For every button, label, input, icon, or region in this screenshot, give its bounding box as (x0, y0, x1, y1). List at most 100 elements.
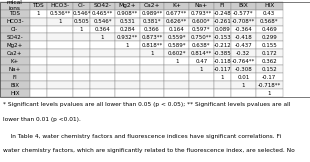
Text: 0.600*: 0.600* (192, 19, 210, 24)
Bar (164, 49, 189, 57)
Bar (214, 34, 231, 41)
Text: Ca2+: Ca2+ (144, 3, 160, 8)
Bar (256, 2, 283, 10)
Bar (140, 25, 164, 34)
Text: Ca2+: Ca2+ (7, 51, 23, 56)
Bar (90, 57, 115, 65)
Text: 0.469: 0.469 (261, 27, 277, 32)
Bar (214, 65, 231, 73)
Bar (256, 10, 283, 17)
Text: 1: 1 (220, 75, 224, 80)
Text: -0.385: -0.385 (214, 51, 231, 56)
Bar (214, 17, 231, 25)
Text: 0.589*: 0.589* (167, 43, 186, 48)
Bar (0, 57, 30, 65)
Text: Mg2+: Mg2+ (118, 3, 136, 8)
Text: -0.212: -0.212 (214, 43, 231, 48)
Bar (164, 41, 189, 49)
Text: 0.597*: 0.597* (192, 27, 210, 32)
Bar (30, 25, 47, 34)
Bar (0, 2, 30, 10)
Bar (214, 81, 231, 89)
Bar (115, 34, 140, 41)
Bar (140, 34, 164, 41)
Bar (90, 73, 115, 81)
Bar (164, 17, 189, 25)
Bar (47, 73, 73, 81)
Bar (0, 41, 30, 49)
Bar (73, 73, 90, 81)
Bar (140, 41, 164, 49)
Text: 0.814**: 0.814** (191, 51, 212, 56)
Bar (140, 73, 164, 81)
Text: * Significant levels pvalues are all lower than 0.05 (p < 0.05); ** Significant : * Significant levels pvalues are all low… (3, 102, 290, 107)
Bar (47, 17, 73, 25)
Text: -0.118: -0.118 (214, 59, 231, 64)
Text: 0.546*: 0.546* (72, 11, 91, 16)
Bar (47, 65, 73, 73)
Bar (189, 73, 214, 81)
Bar (256, 65, 283, 73)
Bar (214, 41, 231, 49)
Text: TDS: TDS (33, 3, 44, 8)
Bar (73, 34, 90, 41)
Bar (30, 65, 47, 73)
Bar (0, 65, 30, 73)
Text: K+: K+ (172, 3, 181, 8)
Bar (189, 10, 214, 17)
Text: 1: 1 (58, 19, 62, 24)
Text: 0.362: 0.362 (261, 59, 277, 64)
Bar (115, 89, 140, 97)
Text: 1: 1 (175, 59, 178, 64)
Text: 0.164: 0.164 (169, 27, 184, 32)
Bar (231, 2, 256, 10)
Bar (231, 49, 256, 57)
Bar (164, 57, 189, 65)
Bar (90, 65, 115, 73)
Text: Mg2+: Mg2+ (7, 43, 23, 48)
Text: HCO3-: HCO3- (6, 19, 24, 24)
Bar (115, 65, 140, 73)
Text: 0.568*: 0.568* (260, 19, 278, 24)
Bar (164, 25, 189, 34)
Bar (73, 17, 90, 25)
Bar (164, 10, 189, 17)
Bar (73, 89, 90, 97)
Bar (73, 81, 90, 89)
Text: SO42-: SO42- (7, 35, 23, 40)
Bar (231, 34, 256, 41)
Bar (73, 57, 90, 65)
Text: 1: 1 (268, 91, 271, 96)
Text: -0.577*: -0.577* (233, 11, 254, 16)
Bar (0, 10, 30, 17)
Bar (189, 89, 214, 97)
Bar (115, 49, 140, 57)
Bar (256, 41, 283, 49)
Text: -0.153: -0.153 (214, 35, 231, 40)
Bar (214, 73, 231, 81)
Text: 0.908**: 0.908** (117, 11, 138, 16)
Text: BIX: BIX (238, 3, 248, 8)
Bar (164, 73, 189, 81)
Text: Na+: Na+ (195, 3, 208, 8)
Text: HIX: HIX (10, 91, 20, 96)
Bar (30, 34, 47, 41)
Text: HCO3-: HCO3- (50, 3, 69, 8)
Bar (164, 34, 189, 41)
Bar (214, 2, 231, 10)
Bar (73, 41, 90, 49)
Text: 0.989**: 0.989** (141, 11, 162, 16)
Bar (164, 89, 189, 97)
Bar (30, 17, 47, 25)
Bar (140, 81, 164, 89)
Bar (256, 73, 283, 81)
Bar (47, 41, 73, 49)
Bar (189, 25, 214, 34)
Bar (214, 57, 231, 65)
Text: 0.299: 0.299 (261, 35, 277, 40)
Bar (256, 25, 283, 34)
Text: 1: 1 (200, 67, 203, 72)
Bar (0, 17, 30, 25)
Bar (140, 57, 164, 65)
Text: 0.793**: 0.793** (191, 11, 212, 16)
